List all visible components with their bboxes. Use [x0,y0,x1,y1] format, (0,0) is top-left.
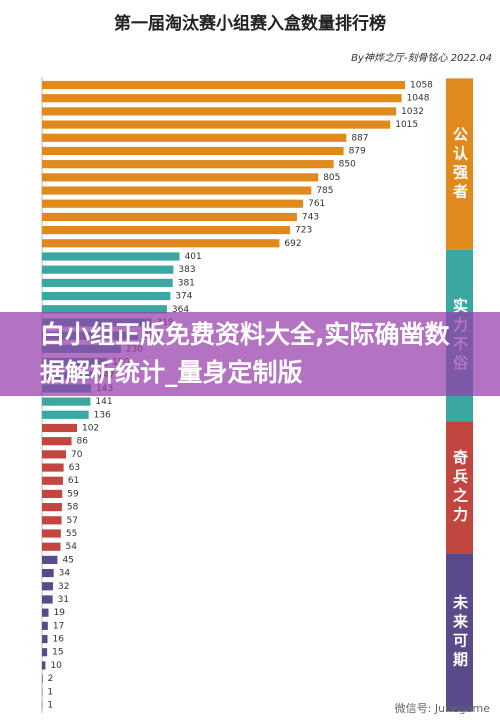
bar [42,542,61,551]
value-label: 32 [58,582,69,592]
bar [42,239,280,248]
bar [42,199,304,208]
value-label: 743 [302,212,319,222]
value-label: 723 [295,226,312,236]
bar [42,410,89,419]
value-label: 1032 [401,107,424,117]
bar [42,305,167,314]
watermark: 微信号: Junegame [394,702,490,715]
value-label: 850 [339,160,356,170]
value-label: 86 [77,437,89,447]
bar [42,648,48,657]
value-label: 887 [351,133,368,143]
value-label: 879 [349,146,366,156]
bar [42,450,67,459]
bar [42,397,91,406]
chart-title: 第一届淘汰赛小组赛入盒数量排行榜 [114,13,386,34]
bar [42,423,77,433]
bar [42,595,53,604]
value-label: 61 [68,476,79,486]
bar [42,516,62,525]
bar [42,555,58,564]
bar [42,133,347,142]
bar [42,226,291,235]
bar [42,291,171,301]
bar [42,621,48,630]
value-label: 58 [67,503,79,513]
value-label: 15 [52,648,63,658]
value-label: 59 [67,489,79,499]
value-label: 805 [323,173,340,183]
bar [42,661,46,670]
bar [42,80,405,90]
bar [42,568,54,578]
bar [42,503,62,512]
bar [42,146,344,156]
overlay-banner: 白小组正版免费资料大全,实际确凿数据解析统计_量身定制版 [0,312,500,396]
bar [42,489,63,499]
bar [42,437,72,446]
value-label: 31 [58,595,69,605]
value-label: 17 [53,621,64,631]
value-label: 1048 [407,94,430,104]
bar [42,94,402,103]
subtitle: By神烨之厅-刻骨铭心 2022.04 [351,52,492,64]
bar [42,173,319,182]
value-label: 364 [172,305,189,315]
value-label: 785 [316,186,333,196]
group-panel [446,553,473,712]
value-label: 692 [284,239,301,249]
value-label: 16 [52,635,64,645]
value-label: 136 [94,410,111,420]
bar [42,212,297,222]
bar [42,634,48,644]
value-label: 63 [69,463,80,473]
bar [42,265,174,274]
bar [42,160,334,169]
value-label: 1 [47,701,53,711]
bar [42,529,61,538]
value-label: 70 [71,450,83,460]
bar [42,582,53,591]
bar [42,476,63,485]
bar [42,252,180,261]
value-label: 34 [59,569,71,579]
value-label: 374 [175,292,192,302]
value-label: 1015 [395,120,418,130]
value-label: 57 [67,516,78,526]
group-panel [446,78,473,250]
value-label: 10 [50,661,62,671]
value-label: 761 [308,199,325,209]
bar [42,463,64,472]
group-label: 奇兵之力 [451,449,469,526]
value-label: 45 [62,555,73,565]
value-label: 381 [178,278,195,288]
value-label: 1 [47,687,53,697]
value-label: 383 [178,265,195,275]
value-label: 19 [54,608,66,618]
value-label: 102 [82,423,99,433]
value-label: 55 [66,529,77,539]
bar [42,120,391,129]
value-label: 1058 [410,81,433,91]
bar [42,107,397,116]
group-label: 未来可期 [451,594,469,671]
group-panel [446,421,473,554]
value-label: 54 [66,542,78,552]
value-label: 2 [48,674,54,684]
bar [42,278,173,287]
bar [42,674,43,683]
bar [42,608,49,617]
value-label: 141 [95,397,112,407]
bar [42,186,312,195]
value-label: 401 [185,252,202,262]
group-label: 公认强者 [451,126,469,202]
